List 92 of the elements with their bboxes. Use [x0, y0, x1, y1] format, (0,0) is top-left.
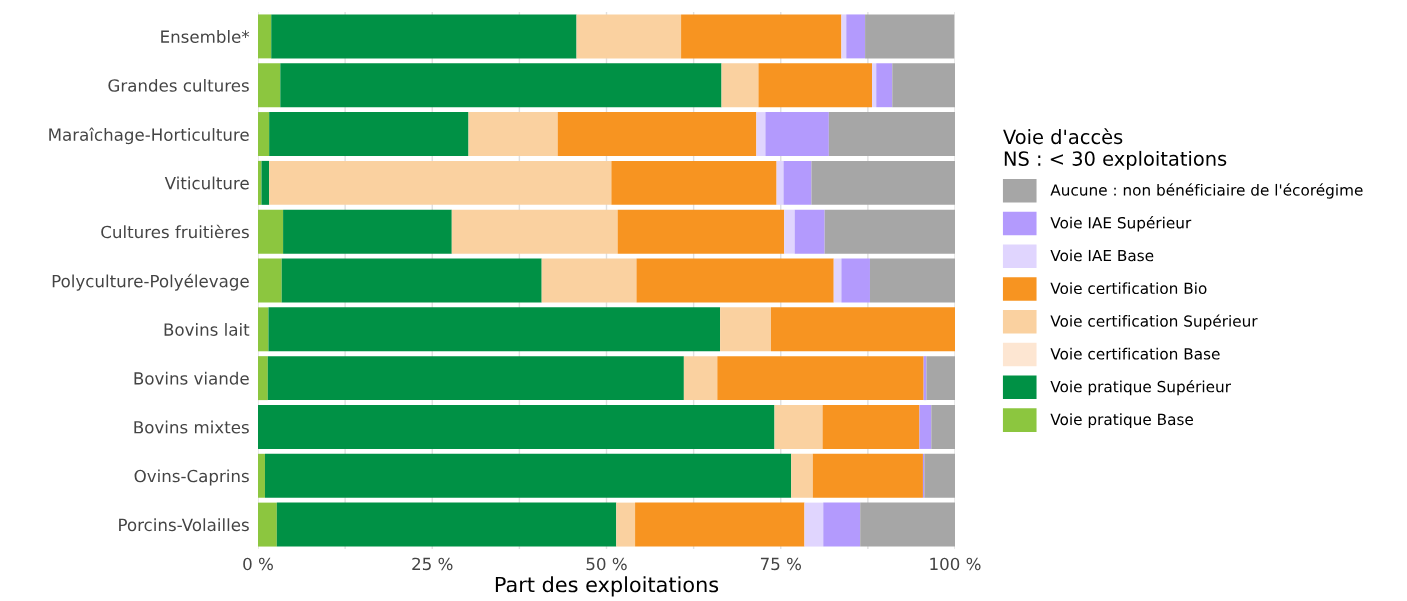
- bar: [276, 502, 617, 547]
- bar: [774, 404, 823, 449]
- legend-label: Voie pratique Base: [1050, 413, 1194, 429]
- bar: [451, 209, 618, 254]
- bar: [557, 112, 757, 157]
- bar: [683, 356, 718, 401]
- bar: [822, 404, 920, 449]
- bar: [765, 112, 829, 157]
- bar: [824, 209, 955, 254]
- bar: [617, 209, 785, 254]
- y-tick-label: Bovins viande: [134, 371, 249, 385]
- y-tick-label: Porcins-Volailles: [119, 518, 249, 532]
- bar: [258, 307, 269, 352]
- x-tick-label: 0 %: [243, 557, 273, 571]
- y-tick-label: Bovins mixtes: [134, 420, 249, 434]
- y-tick-label: Maraîchage-Horticulture: [49, 127, 249, 145]
- bar: [576, 14, 682, 59]
- y-tick-label: Bovins lait: [164, 322, 250, 336]
- bar: [258, 112, 270, 157]
- bar: [636, 258, 834, 303]
- bar: [791, 453, 813, 498]
- y-tick-label: Grandes cultures: [108, 78, 249, 92]
- bar: [756, 112, 766, 157]
- bar: [776, 160, 784, 205]
- bar: [721, 63, 759, 108]
- bar: [919, 404, 932, 449]
- bar: [258, 502, 277, 547]
- legend-label: Aucune : non bénéficiaire de l'écorégime: [1050, 183, 1363, 199]
- bar: [268, 307, 721, 352]
- bar: [267, 356, 684, 401]
- bar: [468, 112, 558, 157]
- bar: [770, 307, 955, 352]
- x-axis-title: Part des exploitations: [495, 576, 719, 597]
- x-tick-label: 100 %: [930, 557, 981, 571]
- y-tick-label: Cultures fruitières: [101, 224, 249, 239]
- y-tick-label: Viticulture: [164, 176, 249, 190]
- bar: [823, 502, 861, 547]
- bar: [841, 14, 847, 59]
- bar: [283, 209, 452, 254]
- x-tick-label: 25 %: [412, 557, 453, 571]
- bar: [258, 258, 282, 303]
- bar: [258, 14, 272, 59]
- legend-label: Voie pratique Supérieur: [1050, 379, 1231, 396]
- bar: [717, 356, 924, 401]
- bar: [783, 160, 812, 205]
- legend-label: Voie IAE Supérieur: [1050, 216, 1192, 232]
- x-tick-label: 50 %: [586, 557, 627, 571]
- bar: [258, 63, 281, 108]
- bar: [258, 453, 265, 498]
- bar: [812, 453, 923, 498]
- bar: [611, 160, 777, 205]
- y-tick-label: Ovins-Caprins: [134, 469, 249, 486]
- bar: [616, 502, 636, 547]
- bar: [784, 209, 795, 254]
- legend-label: Voie certification Bio: [1050, 282, 1207, 295]
- bar: [258, 209, 284, 254]
- bar: [828, 112, 955, 157]
- bar: [261, 160, 270, 205]
- bar: [926, 356, 955, 401]
- bar: [720, 307, 771, 352]
- y-tick-label: Polyculture-Polyélevage: [52, 273, 249, 291]
- bar: [794, 209, 825, 254]
- bar: [931, 404, 955, 449]
- bar: [269, 160, 612, 205]
- bar: [876, 63, 893, 108]
- bar: [681, 14, 842, 59]
- bar: [271, 14, 577, 59]
- bar: [846, 14, 866, 59]
- bar: [541, 258, 637, 303]
- bar: [264, 453, 792, 498]
- y-tick-label: Ensemble*: [161, 30, 250, 43]
- bar: [758, 63, 873, 108]
- legend-label: Voie certification Supérieur: [1050, 314, 1258, 330]
- bar: [811, 160, 955, 205]
- bar: [872, 63, 877, 108]
- bar: [869, 258, 955, 303]
- bar: [924, 453, 955, 498]
- legend-title: Voie d'accès NS : < 30 exploitations: [1003, 128, 1227, 170]
- bar: [269, 112, 469, 157]
- legend-label: Voie certification Base: [1050, 347, 1220, 360]
- legend-label: Voie IAE Base: [1050, 249, 1154, 262]
- bar: [865, 14, 955, 59]
- bar: [281, 258, 542, 303]
- bar: [258, 404, 775, 449]
- bar: [892, 63, 955, 108]
- bar: [258, 356, 268, 401]
- bar: [635, 502, 805, 547]
- bar: [860, 502, 955, 547]
- x-tick-label: 75 %: [760, 557, 801, 571]
- bar: [280, 63, 722, 108]
- bar: [804, 502, 824, 547]
- bar: [841, 258, 870, 303]
